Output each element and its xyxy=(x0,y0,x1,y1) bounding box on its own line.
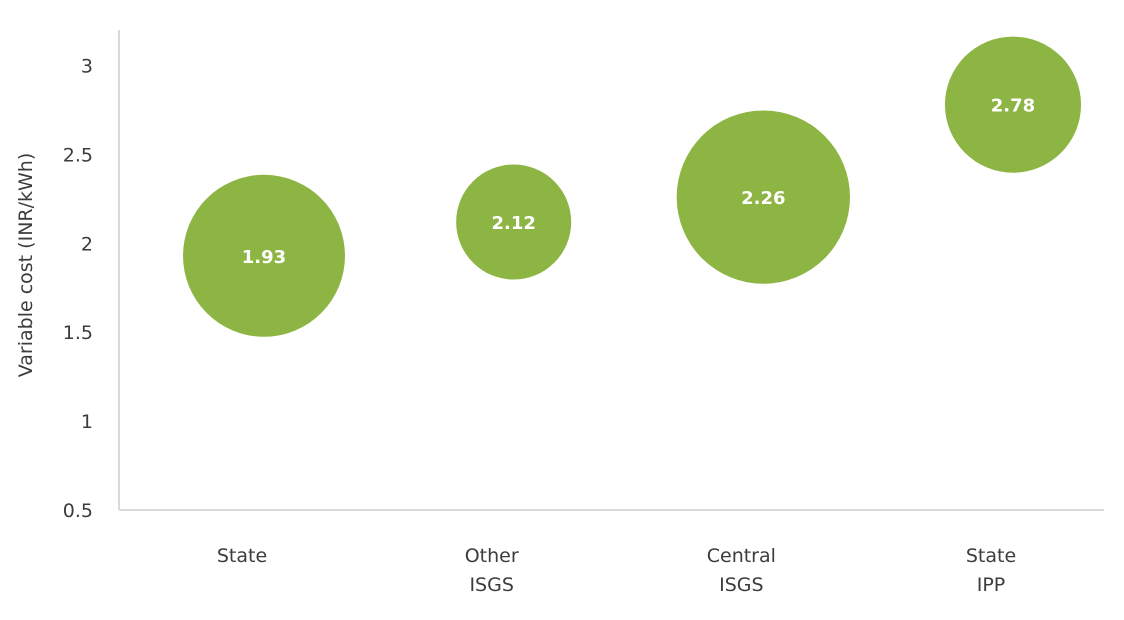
bubble-value-label: 2.12 xyxy=(491,213,535,234)
bubble xyxy=(944,36,1082,173)
bubbles: 1.93 2.12 2.26 2.78 xyxy=(183,36,1082,337)
y-tick-label: 2.5 xyxy=(63,144,93,166)
y-tick-labels: 0.5 1 1.5 2 2.5 3 xyxy=(63,56,93,522)
bubble xyxy=(183,174,345,337)
bubble-value-label: 2.78 xyxy=(991,96,1035,117)
y-tick-label: 1 xyxy=(81,411,93,433)
bubble xyxy=(676,110,851,284)
y-axis-title: Variable cost (INR/kWh) xyxy=(15,153,37,378)
x-category-label: State xyxy=(217,545,267,567)
y-tick-label: 2 xyxy=(81,233,93,255)
y-tick-label: 1.5 xyxy=(63,322,93,344)
axes xyxy=(118,30,1104,511)
x-category-label: IPP xyxy=(977,574,1006,596)
bubble-value-label: 2.26 xyxy=(741,188,785,209)
x-category-label: State xyxy=(966,545,1016,567)
y-tick-label: 3 xyxy=(81,56,93,78)
bubble xyxy=(456,164,572,280)
x-category-labels: State Other ISGS Central ISGS State IPP xyxy=(217,545,1016,596)
y-tick-label: 0.5 xyxy=(63,500,93,522)
bubble-value-label: 1.93 xyxy=(242,247,286,268)
x-category-label: ISGS xyxy=(469,574,513,596)
x-category-label: ISGS xyxy=(719,574,763,596)
x-category-label: Other xyxy=(465,545,519,567)
x-category-label: Central xyxy=(707,545,776,567)
